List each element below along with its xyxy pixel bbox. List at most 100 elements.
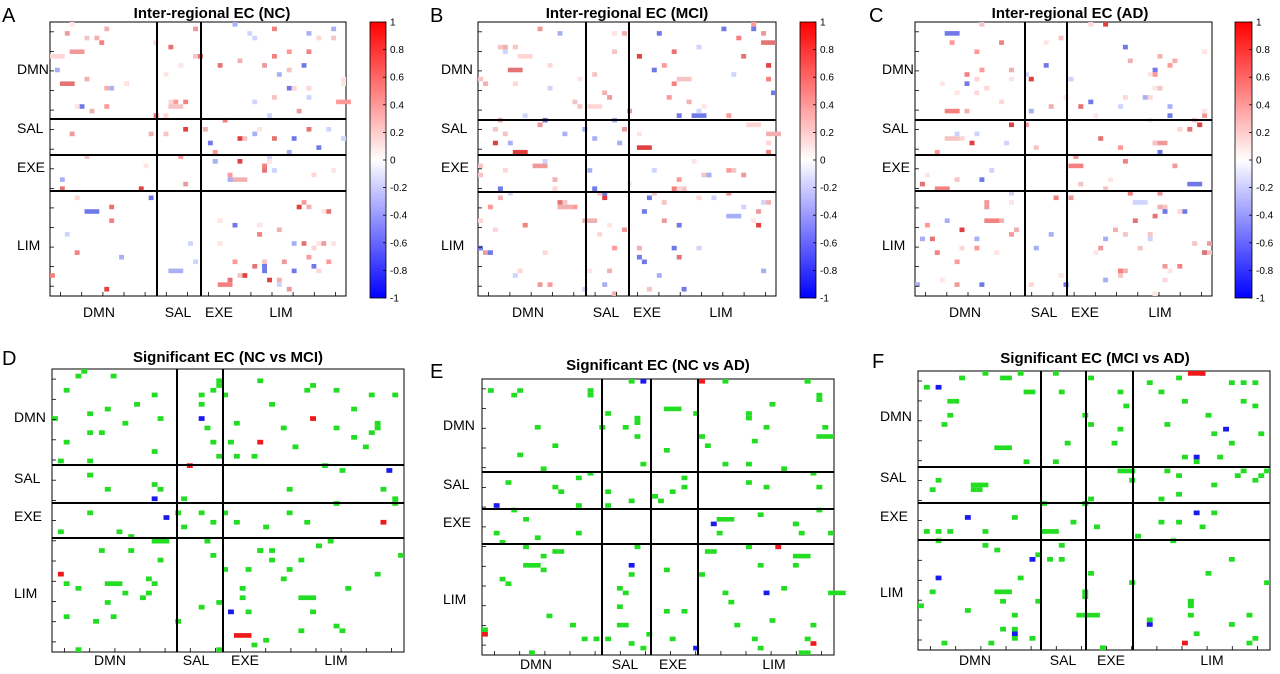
- matrix-cell: [168, 44, 174, 50]
- colorbar-tick-label: -0.8: [1256, 266, 1274, 277]
- matrix-cell: [1246, 640, 1253, 646]
- matrix-cell: [710, 521, 717, 527]
- matrix-cell: [109, 204, 115, 210]
- matrix-cell: [331, 241, 337, 246]
- matrix-cell: [262, 264, 267, 269]
- panel-title: Inter-regional EC (NC): [134, 5, 291, 22]
- matrix-cell: [1152, 72, 1158, 77]
- matrix-cell: [792, 521, 799, 527]
- matrix-cell: [1187, 181, 1203, 187]
- matrix-cell: [163, 131, 169, 137]
- x-group-label: DMN: [959, 652, 991, 668]
- matrix-cell: [188, 241, 193, 246]
- matrix-cell: [1217, 454, 1224, 460]
- matrix-cell: [321, 241, 327, 246]
- matrix-cell: [1017, 575, 1024, 581]
- matrix-cell: [1147, 232, 1153, 237]
- matrix-cell: [310, 609, 316, 615]
- matrix-cell: [1240, 398, 1247, 404]
- matrix-cell: [79, 104, 85, 109]
- x-group-label: SAL: [1050, 652, 1077, 668]
- matrix-cell: [301, 63, 307, 68]
- matrix-cell: [964, 81, 970, 86]
- matrix-cell: [87, 411, 94, 417]
- colorbar-tick-label: -0.6: [390, 238, 408, 249]
- colorbar-tick-label: 0.6: [1256, 73, 1270, 84]
- colorbar-tick-label: 1: [1256, 18, 1262, 29]
- matrix-cell: [616, 604, 623, 609]
- matrix-cell: [94, 35, 100, 41]
- matrix-cell: [145, 576, 152, 582]
- matrix-cell: [979, 177, 985, 182]
- matrix-cell: [671, 81, 677, 86]
- matrix-cell: [1011, 515, 1018, 520]
- matrix-cell: [671, 49, 677, 54]
- matrix-cell: [661, 200, 667, 205]
- matrix-cell: [204, 538, 211, 544]
- matrix-cell: [582, 286, 588, 292]
- matrix-cell: [517, 388, 524, 393]
- matrix-cell: [721, 26, 727, 32]
- matrix-cell: [646, 286, 652, 292]
- matrix-cell: [507, 67, 523, 73]
- matrix-cell: [676, 222, 682, 228]
- panel-d: D Significant EC (NC vs MCI) DMN SAL EXE LIM D…: [2, 348, 405, 668]
- matrix-cell: [110, 614, 117, 619]
- matrix-cell: [658, 498, 664, 504]
- matrix-cell: [163, 72, 169, 77]
- matrix-cell: [134, 402, 140, 407]
- matrix-cells: [482, 379, 846, 655]
- matrix-cell: [1252, 403, 1259, 409]
- matrix-cell: [210, 519, 217, 525]
- matrix-cell: [934, 149, 940, 155]
- matrix-cell: [1088, 422, 1094, 427]
- matrix-cell: [540, 567, 547, 573]
- matrix-cell: [257, 222, 263, 228]
- matrix-cell: [1167, 63, 1173, 68]
- matrix-cell: [1258, 431, 1265, 437]
- matrix-cell: [923, 384, 930, 390]
- matrix-cell: [941, 422, 948, 427]
- matrix-cell: [947, 398, 954, 404]
- matrix-cell: [523, 563, 541, 568]
- matrix-cell: [326, 209, 332, 214]
- matrix-cell: [507, 140, 513, 146]
- matrix-cell: [1068, 76, 1074, 82]
- matrix-cell: [1035, 598, 1042, 604]
- matrix-cell: [1058, 543, 1065, 548]
- matrix-cell: [168, 104, 184, 109]
- matrix-cell: [1118, 145, 1123, 150]
- matrix-cell: [602, 195, 608, 201]
- colorbar-tick-label: 1: [390, 18, 396, 29]
- matrix-cell: [1147, 72, 1153, 77]
- matrix-cell: [222, 510, 228, 516]
- matrix-cell: [979, 67, 985, 73]
- matrix-cell: [104, 85, 110, 91]
- matrix-cell: [722, 379, 729, 384]
- matrix-cell: [1176, 491, 1182, 497]
- matrix-cell: [1122, 232, 1128, 237]
- matrix-cell: [1028, 282, 1034, 287]
- matrix-cell: [575, 475, 582, 481]
- matrix-cell: [386, 468, 393, 473]
- x-group-label: SAL: [612, 656, 639, 672]
- matrix-cell: [1132, 200, 1148, 205]
- matrix-cell: [746, 544, 752, 550]
- matrix-cell: [547, 282, 553, 287]
- matrix-cell: [984, 200, 990, 205]
- matrix-cell: [1108, 177, 1113, 182]
- matrix-cell: [661, 218, 667, 223]
- matrix-cell: [612, 245, 618, 251]
- matrix-cell: [321, 209, 327, 214]
- matrix-cell: [81, 369, 88, 374]
- matrix-cell: [622, 127, 627, 132]
- matrix-cell: [816, 507, 823, 513]
- matrix-cell: [954, 131, 960, 137]
- matrix-cell: [935, 529, 942, 534]
- matrix-cell: [286, 49, 292, 54]
- matrix-cell: [969, 140, 975, 146]
- matrix-cell: [1207, 250, 1212, 255]
- matrix-cell: [1009, 76, 1014, 82]
- matrix-cell: [974, 76, 980, 82]
- matrix-cell: [622, 622, 629, 628]
